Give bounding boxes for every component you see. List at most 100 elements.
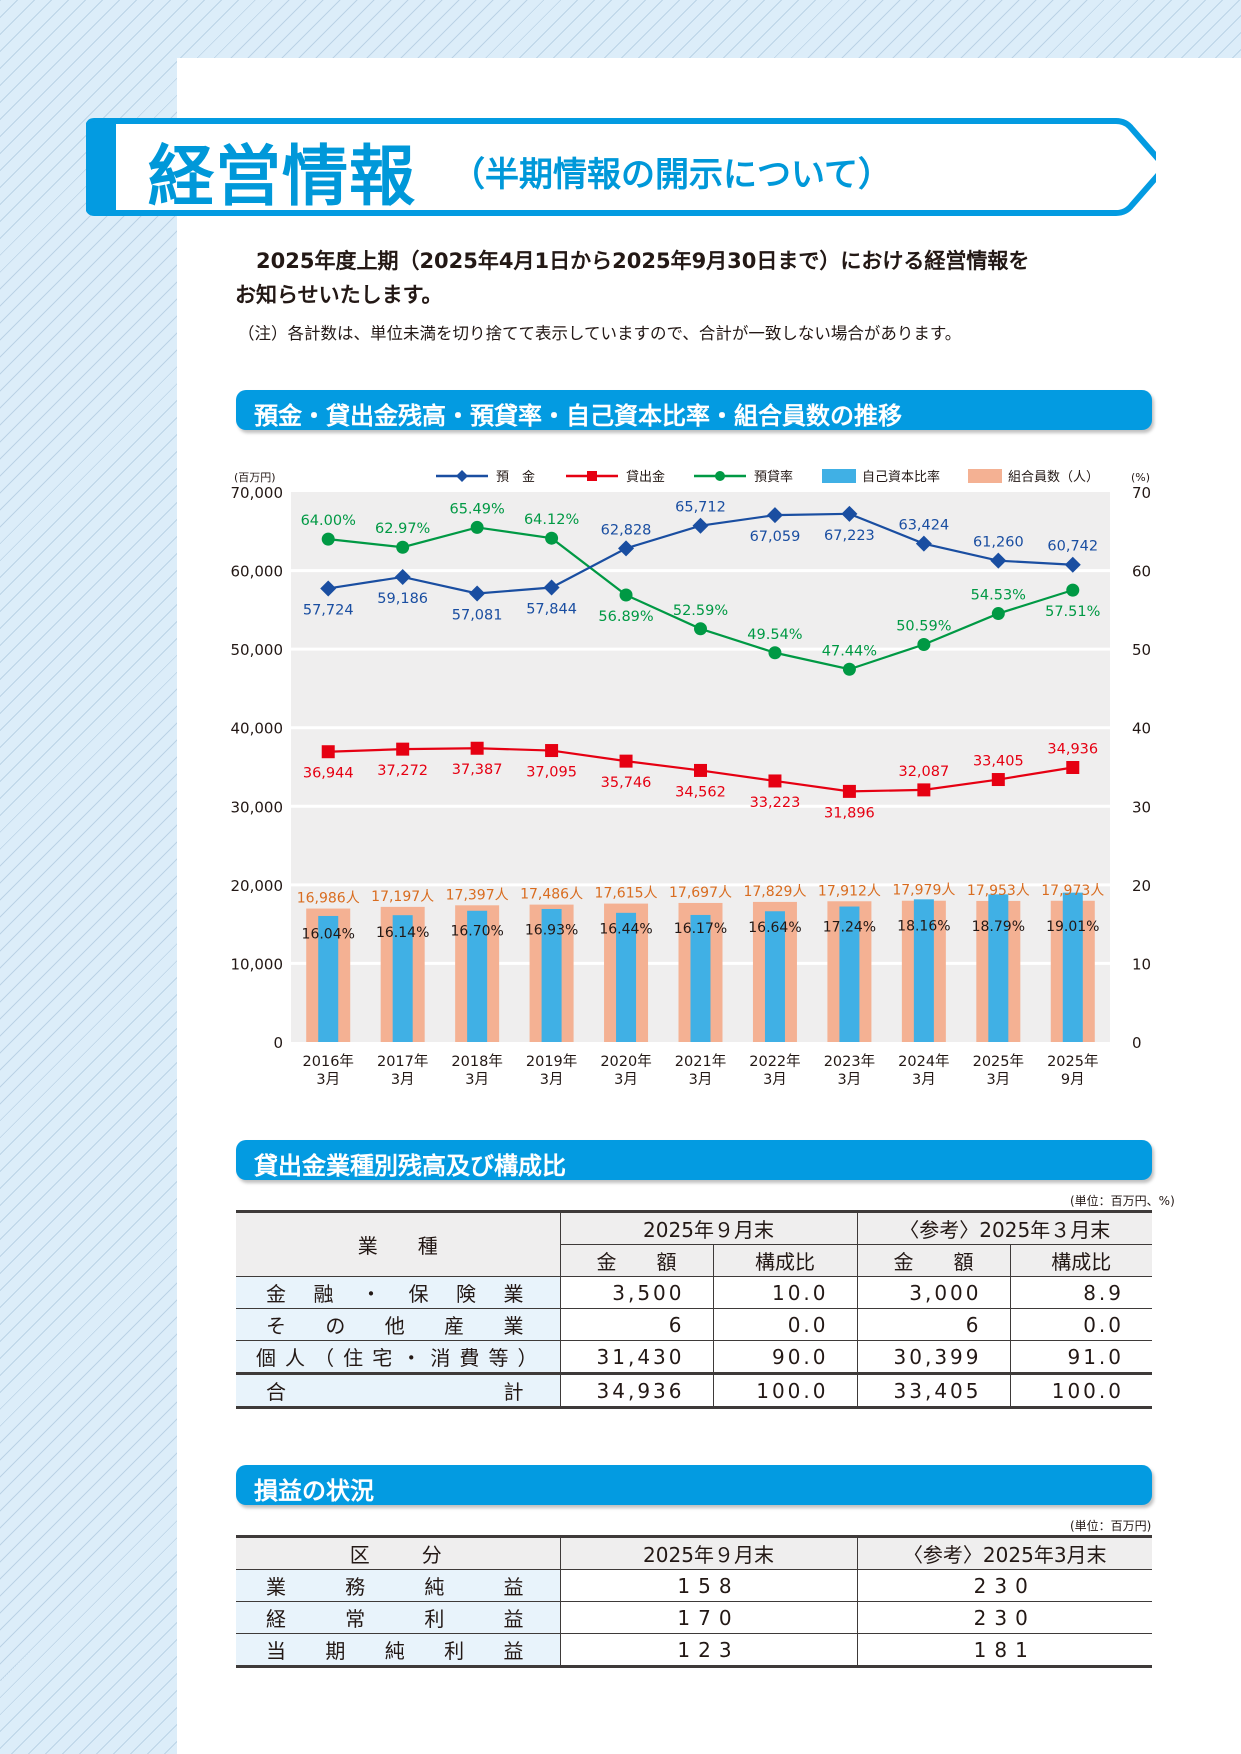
left-tick-label: 40,000 — [231, 720, 284, 738]
loan-marker — [917, 783, 931, 797]
right-tick-label: 60 — [1132, 563, 1151, 581]
ratio-mar: 100.0 — [1009, 1372, 1152, 1408]
legend-loan-marker — [587, 471, 597, 481]
loan-marker — [396, 742, 410, 756]
loan-marker — [1066, 761, 1080, 775]
capital-ratio-bar — [988, 894, 1009, 1042]
left-axis-unit: (百万円) — [234, 471, 276, 484]
deposit-marker — [841, 505, 858, 522]
capital-ratio-bar — [318, 915, 339, 1042]
table-row: 個人（住宅・消費等） 31,430 90.0 30,399 91.0 — [236, 1340, 1152, 1374]
table-row-total: 合 計 34,936 100.0 33,405 100.0 — [236, 1372, 1152, 1408]
loan-marker — [768, 774, 782, 788]
x-tick-label-month: 3月 — [465, 1072, 489, 1088]
capital-ratio-bar — [467, 910, 488, 1042]
left-tick-label: 0 — [273, 1034, 283, 1052]
ratio-data-label: 54.53% — [971, 588, 1026, 604]
x-tick-label-year: 2025年 — [973, 1053, 1024, 1070]
loan-marker — [991, 773, 1005, 787]
capital-ratio-bar — [690, 914, 711, 1042]
amount-mar: 30,399 — [856, 1340, 1011, 1374]
amount-sep: 34,936 — [559, 1372, 714, 1408]
right-tick-label: 30 — [1132, 798, 1151, 816]
header-ratio: 構成比 — [712, 1244, 858, 1277]
legend-capital-ratio-swatch — [822, 469, 856, 483]
row-label: 合 計 — [236, 1372, 561, 1408]
table-row: 経常利益 170 230 — [236, 1601, 1152, 1634]
deposit-data-label: 63,424 — [898, 518, 949, 534]
x-tick-label-year: 2017年 — [377, 1053, 428, 1070]
amount-sep: 6 — [559, 1308, 714, 1341]
loan-data-label: 37,387 — [452, 762, 503, 778]
left-tick-label: 30,000 — [231, 798, 284, 816]
deposit-marker — [394, 568, 411, 585]
ratio-mar: 91.0 — [1009, 1340, 1152, 1374]
row-label: 金融・保険業 — [236, 1276, 561, 1309]
ratio-data-label: 49.54% — [747, 627, 802, 643]
page-title: 経営情報 — [148, 138, 416, 215]
intro-line-1: 2025年度上期（2025年4月1日から2025年9月30日まで）における経営情… — [256, 249, 1030, 273]
table-row: 金融・保険業 3,500 10.0 3,000 8.9 — [236, 1276, 1152, 1309]
ratio-marker — [321, 532, 335, 546]
legend-members-swatch — [968, 469, 1002, 483]
header-industry: 業 種 — [236, 1211, 561, 1277]
ratio-mar: 0.0 — [1009, 1308, 1152, 1341]
header-amount: 金 額 — [856, 1244, 1011, 1277]
loan-data-label: 35,746 — [601, 775, 652, 791]
x-tick-label-year: 2021年 — [675, 1053, 726, 1070]
loan-data-label: 33,405 — [973, 754, 1024, 770]
members-label: 17,973人 — [1041, 883, 1104, 899]
header-sep-2025: 2025年９月末 — [559, 1536, 858, 1570]
loan-data-label: 37,095 — [526, 765, 577, 781]
value-sep: 158 — [559, 1569, 858, 1602]
ratio-sep: 10.0 — [712, 1276, 858, 1309]
x-tick-label-year: 2016年 — [303, 1053, 354, 1070]
capital-ratio-label: 18.79% — [972, 919, 1025, 935]
capital-ratio-label: 16.04% — [302, 927, 355, 943]
intro-text: 2025年度上期（2025年4月1日から2025年9月30日まで）における経営情… — [235, 244, 1135, 312]
capital-ratio-label: 16.44% — [599, 922, 652, 938]
legend-deposit-marker — [456, 470, 468, 482]
members-label: 17,197人 — [371, 889, 434, 905]
row-label: 業務純益 — [236, 1569, 561, 1602]
capital-ratio-label: 16.70% — [450, 923, 503, 939]
ratio-marker — [991, 607, 1005, 621]
value-sep: 123 — [559, 1633, 858, 1667]
deposit-data-label: 67,059 — [750, 529, 801, 545]
section-header-pl: 損益の状況 — [236, 1465, 1152, 1505]
ratio-marker — [842, 662, 856, 676]
capital-ratio-bar — [764, 911, 785, 1042]
page-header: 経営情報 （半期情報の開示について） — [86, 117, 1156, 216]
loans-table: 業 種 2025年９月末 〈参考〉2025年３月末 金 額 構成比 金 額 構成… — [236, 1210, 1152, 1409]
ratio-data-label: 57.51% — [1045, 604, 1100, 620]
members-label: 17,829人 — [743, 884, 806, 900]
value-mar: 181 — [856, 1633, 1152, 1667]
pl-unit: (単位：百万円) — [1070, 1519, 1152, 1533]
members-label: 16,986人 — [297, 891, 360, 907]
x-tick-label-month: 3月 — [316, 1072, 340, 1088]
header-amount: 金 額 — [560, 1244, 714, 1277]
x-tick-label-month: 3月 — [614, 1072, 638, 1088]
deposit-data-label: 60,742 — [1047, 539, 1098, 555]
table-row: その他産業 6 0.0 6 0.0 — [236, 1308, 1152, 1341]
x-tick-label-year: 2019年 — [526, 1053, 577, 1070]
x-tick-label-year: 2023年 — [824, 1053, 875, 1070]
deposit-marker — [320, 580, 337, 597]
amount-sep: 3,500 — [559, 1276, 714, 1309]
loan-marker — [321, 745, 335, 759]
ratio-sep: 90.0 — [712, 1340, 858, 1374]
deposit-data-label: 59,186 — [377, 591, 428, 607]
page-subtitle: （半期情報の開示について） — [451, 155, 892, 195]
ratio-marker — [545, 531, 559, 545]
amount-mar: 3,000 — [856, 1276, 1011, 1309]
value-mar: 230 — [856, 1569, 1152, 1602]
x-tick-label-month: 3月 — [540, 1072, 564, 1088]
ratio-mar: 8.9 — [1009, 1276, 1152, 1309]
loan-data-label: 33,223 — [750, 795, 801, 811]
capital-ratio-label: 17.24% — [823, 919, 876, 935]
table-row: 当期純利益 123 181 — [236, 1633, 1152, 1667]
x-tick-label-year: 2024年 — [898, 1053, 949, 1070]
header-category: 区 分 — [236, 1536, 561, 1570]
ratio-sep: 0.0 — [712, 1308, 858, 1341]
